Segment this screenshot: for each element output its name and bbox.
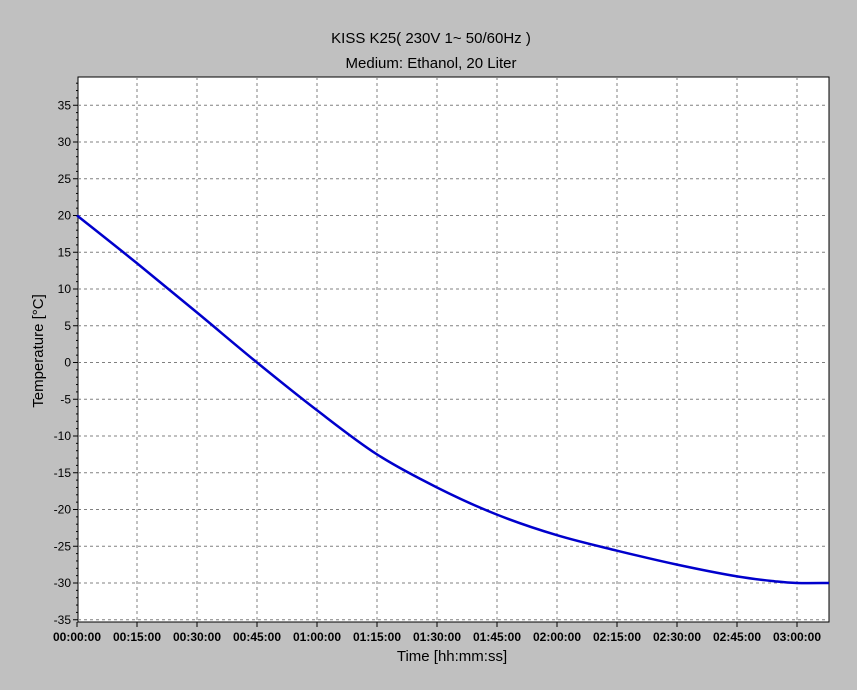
x-tick-label: 00:45:00 xyxy=(233,630,281,644)
x-tick-label: 02:45:00 xyxy=(713,630,761,644)
x-tick-label: 02:15:00 xyxy=(593,630,641,644)
series-line-0 xyxy=(76,214,830,585)
x-axis-label: Time [hh:mm:ss] xyxy=(397,648,507,665)
y-tick-labels: 35 30 25 20 15 10 5 0 -5 -10 -15 -20 -25 -30 -35 xyxy=(54,98,72,627)
y-tick-label: -20 xyxy=(54,503,72,517)
y-axis-label: Temperature [°C] xyxy=(30,294,47,408)
x-tick-label: 01:30:00 xyxy=(413,630,461,644)
y-tick-label: -10 xyxy=(54,429,72,443)
y-tick-label: 10 xyxy=(58,282,72,296)
y-tick-label: 15 xyxy=(58,245,72,259)
x-tick-label: 02:30:00 xyxy=(653,630,701,644)
y-tick-label: -5 xyxy=(60,392,71,406)
x-tick-label: 00:30:00 xyxy=(173,630,221,644)
y-tick-label: 5 xyxy=(64,319,71,333)
series-layer xyxy=(76,214,830,585)
x-tick-label: 01:45:00 xyxy=(473,630,521,644)
plot-area xyxy=(77,76,830,623)
y-tick-label: -25 xyxy=(54,539,72,553)
y-tick-label: 25 xyxy=(58,172,72,186)
x-tick-label: 03:00:00 xyxy=(773,630,821,644)
y-tick-label: 35 xyxy=(58,98,72,112)
chart-title: KISS K25( 230V 1~ 50/60Hz ) xyxy=(331,30,531,47)
y-tick-label: -30 xyxy=(54,576,72,590)
y-tick-label: 20 xyxy=(58,209,72,223)
grid-lines xyxy=(78,77,829,622)
x-tick-label: 00:00:00 xyxy=(53,630,101,644)
x-tick-label: 01:00:00 xyxy=(293,630,341,644)
x-tick-label: 00:15:00 xyxy=(113,630,161,644)
y-tick-label: -15 xyxy=(54,466,72,480)
chart-subtitle: Medium: Ethanol, 20 Liter xyxy=(346,55,517,72)
x-tick-label: 02:00:00 xyxy=(533,630,581,644)
axis-ticks xyxy=(73,82,798,627)
y-tick-label: 30 xyxy=(58,135,72,149)
y-tick-label: 0 xyxy=(64,356,71,370)
x-tick-labels: 00:00:00 00:15:00 00:30:00 00:45:00 01:00:00… xyxy=(53,630,821,644)
y-tick-label: -35 xyxy=(54,613,72,627)
x-tick-label: 01:15:00 xyxy=(353,630,401,644)
